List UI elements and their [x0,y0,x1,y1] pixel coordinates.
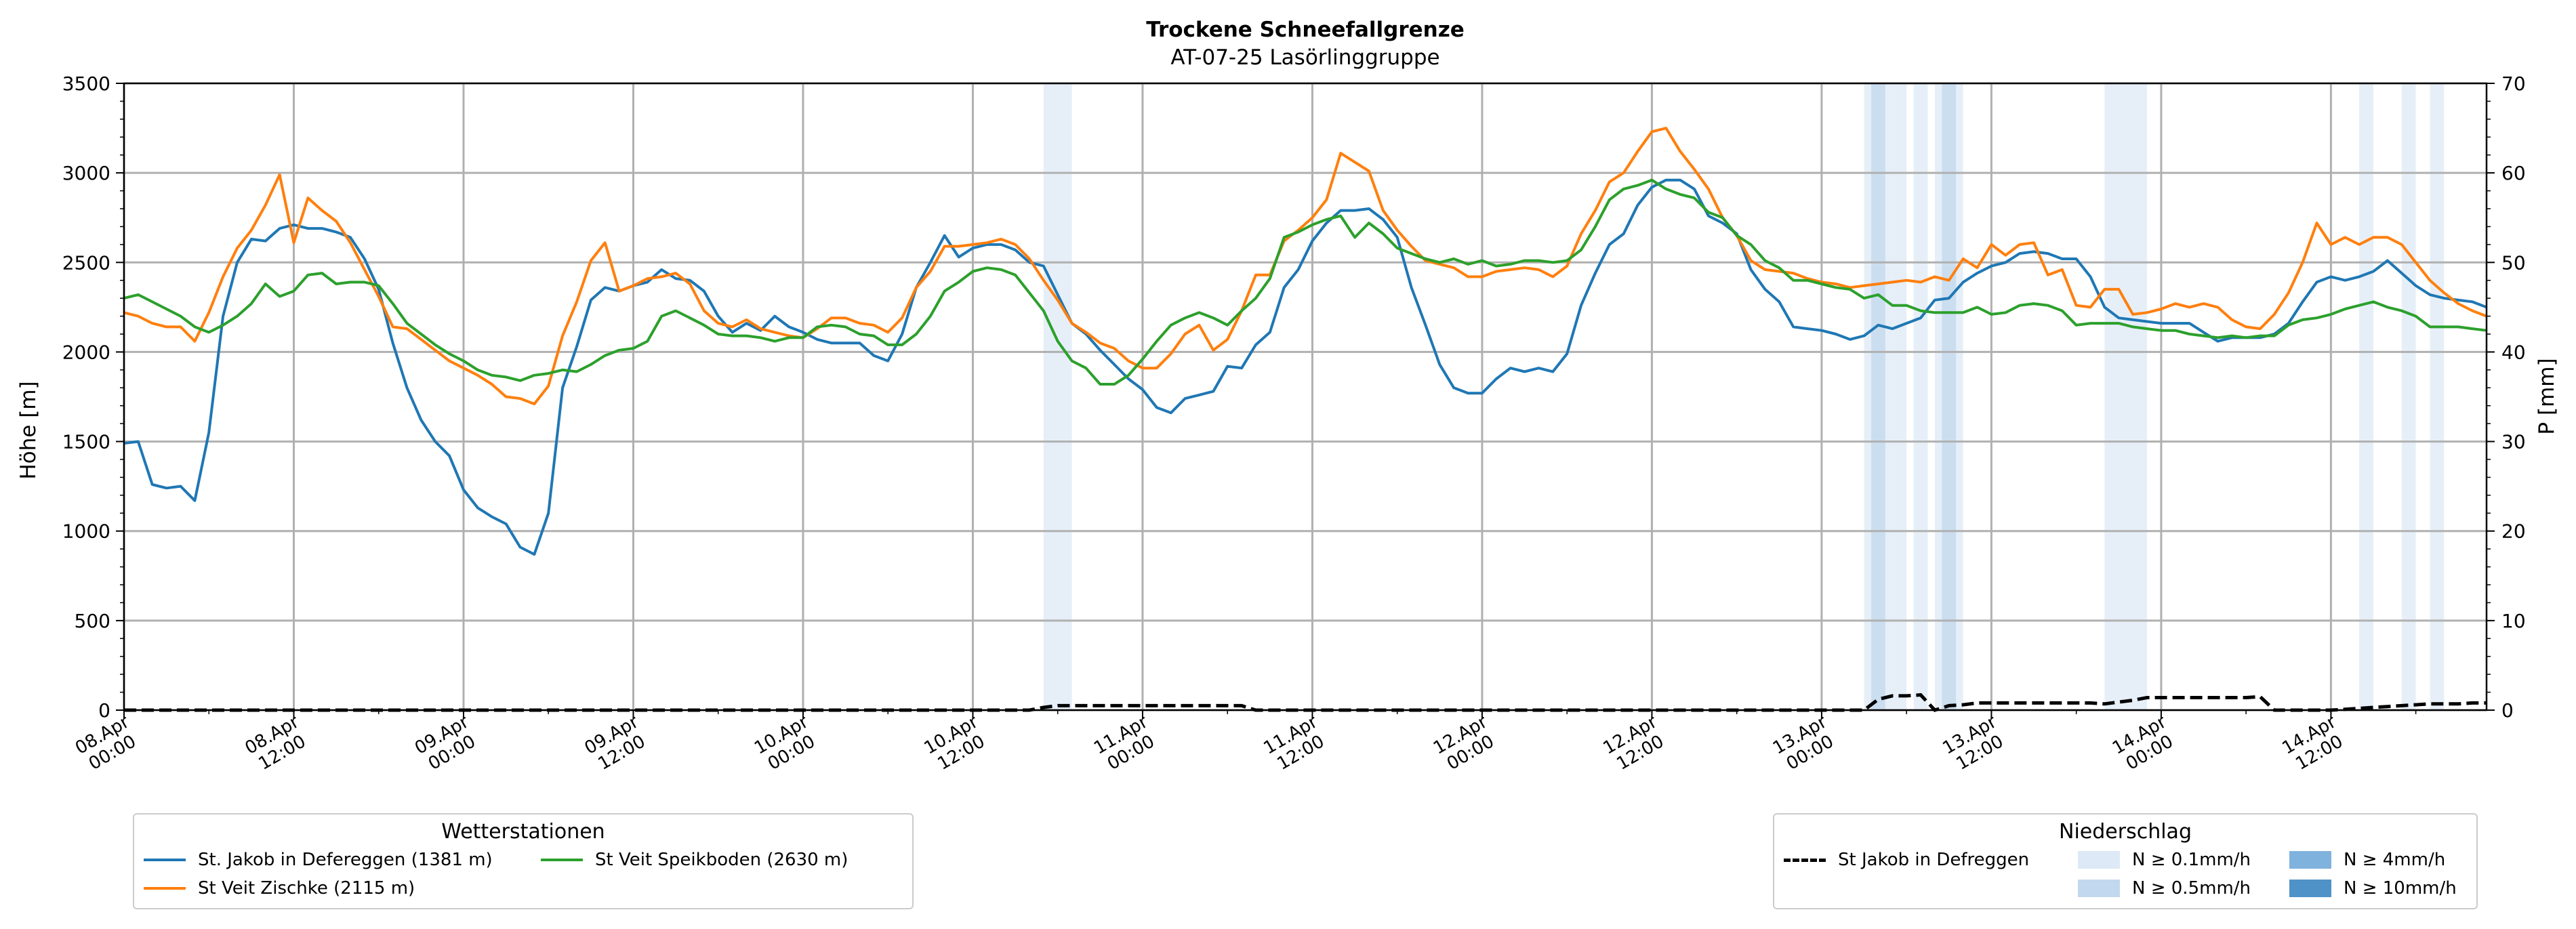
legend-swatch-band-3 [2289,880,2331,897]
y-tick-label: 1000 [62,520,110,543]
legend-label-precip-line: St Jakob in Defreggen [1838,850,2030,870]
precip-band [2401,83,2416,710]
y2-tick-label: 40 [2501,341,2526,363]
y2-tick-label: 30 [2501,431,2526,453]
legend-label-band-0: N ≥ 0.1mm/h [2132,850,2251,870]
y-tick-label: 0 [98,699,110,722]
legend-stations: Wetterstationen St. Jakob in Defereggen … [133,813,914,909]
legend-entry-precip-line: St Jakob in Defreggen [1784,850,2029,870]
legend-swatch-band-1 [2078,880,2120,897]
legend-label-st-veit-speikboden: St Veit Speikboden (2630 m) [595,850,849,870]
x-tick-label: 13.Apr12:00 [1940,711,2011,776]
x-tick-label: 14.Apr00:00 [2109,711,2180,776]
legend-entry-band-0: N ≥ 0.1mm/h [2078,850,2251,870]
x-tick-label: 09.Apr00:00 [411,711,483,776]
chart-title: Trockene Schneefallgrenze [1146,18,1465,42]
y2-tick-label: 0 [2501,699,2514,722]
y2-tick-label: 10 [2501,610,2526,632]
legend-label-st-jakob: St. Jakob in Defereggen (1381 m) [198,850,493,870]
y-axis-label: Höhe [m] [16,381,41,479]
legend-entry-band-3: N ≥ 10mm/h [2289,878,2457,899]
x-tick-label: 11.Apr00:00 [1090,711,1162,776]
y-tick-label: 1500 [62,431,110,453]
precip-band [1942,83,1957,710]
x-tick-label: 10.Apr00:00 [751,711,822,776]
series-line [123,127,2487,406]
legend-label-band-1: N ≥ 0.5mm/h [2132,878,2251,899]
series-line [123,178,2487,386]
x-tick-label: 14.Apr12:00 [2279,711,2350,776]
legend-swatch-band-0 [2078,851,2120,869]
x-tick-label: 10.Apr12:00 [921,711,992,776]
y-tick-label: 3000 [62,162,110,184]
precip-band [1870,83,1885,710]
y2-tick-label: 20 [2501,520,2526,543]
precip-band [2430,83,2445,710]
legend-entry-st-veit-zischke: St Veit Zischke (2115 m) [144,878,415,899]
precip-band [1892,83,1907,710]
y-tick-label: 2500 [62,251,110,274]
legend-swatch-precip-line [1784,858,1826,862]
legend-precip: Niederschlag St Jakob in Defreggen N ≥ 0… [1773,813,2478,909]
precip-band [1043,83,1072,710]
x-tick-label: 12.Apr12:00 [1600,711,1671,776]
precip-bands [1043,83,2445,710]
y-tick-label: 500 [75,610,110,632]
legend-swatch-band-2 [2289,851,2331,869]
axes: 0 500 1000 1500 2000 2500 3000 3500 0 10 20 30 40 50 6… [62,73,2526,776]
x-tick-label: 11.Apr12:00 [1261,711,1332,776]
precip-band [1913,83,1928,710]
legend-label-st-veit-zischke: St Veit Zischke (2115 m) [198,878,415,899]
y-tick-label: 2000 [62,341,110,363]
precip-band [2359,83,2374,710]
legend-label-band-3: N ≥ 10mm/h [2344,878,2457,899]
legend-entry-st-veit-speikboden: St Veit Speikboden (2630 m) [541,850,848,870]
precip-band [2104,83,2148,710]
x-tick-label: 08.Apr12:00 [242,711,313,776]
legend-entry-band-2: N ≥ 4mm/h [2289,850,2445,870]
y-tick-label: 3500 [62,73,110,95]
legend-swatch-st-veit-speikboden [541,859,583,861]
legend-entry-st-jakob: St. Jakob in Defereggen (1381 m) [144,850,493,870]
legend-swatch-st-jakob [144,859,186,861]
plot-frame [123,82,2488,711]
y2-axis-label: P [mm] [2535,358,2559,434]
legend-entry-band-1: N ≥ 0.5mm/h [2078,878,2251,899]
legend-stations-title: Wetterstationen [441,820,605,844]
y2-tick-label: 50 [2501,251,2526,274]
legend-label-band-2: N ≥ 4mm/h [2344,850,2446,870]
x-tick-label: 09.Apr12:00 [581,711,653,776]
x-tick-label: 12.Apr00:00 [1430,711,1501,776]
x-tick-label: 08.Apr00:00 [72,711,143,776]
x-tick-label: 13.Apr00:00 [1770,711,1841,776]
y2-tick-label: 70 [2501,73,2526,95]
series-line [123,178,2487,556]
y2-tick-label: 60 [2501,162,2526,184]
legend-precip-title: Niederschlag [2059,820,2192,844]
legend-swatch-st-veit-zischke [144,887,186,890]
chart-subtitle: AT-07-25 Lasörlinggruppe [1170,45,1439,70]
